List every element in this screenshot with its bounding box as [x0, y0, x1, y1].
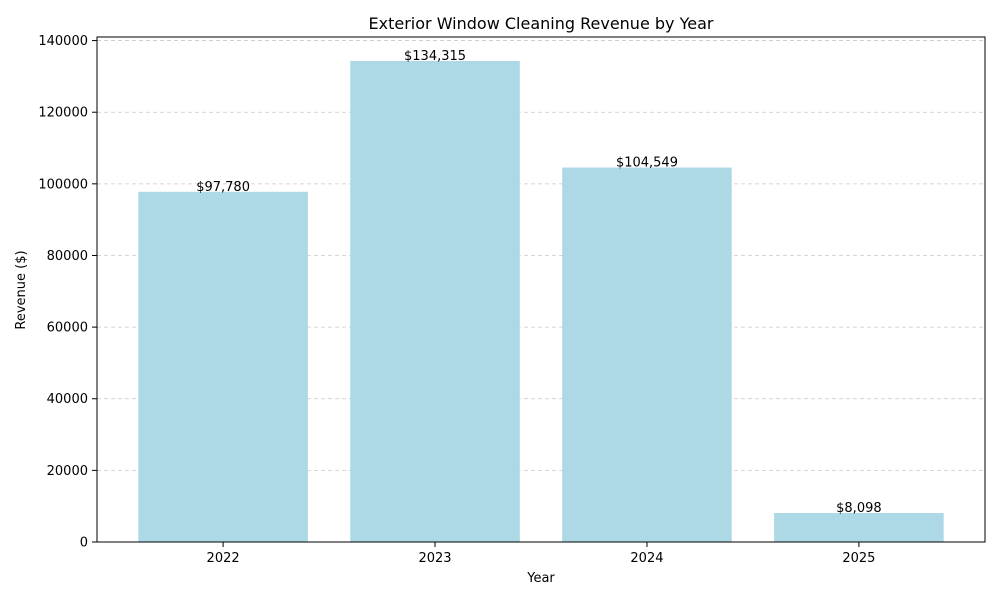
- x-tick-label: 2024: [630, 551, 663, 566]
- bar: [138, 191, 308, 542]
- data-labels: $97,780 $134,315 $104,549 $8,098: [196, 49, 881, 516]
- y-tick-label: 40000: [47, 392, 88, 407]
- bar: [350, 60, 520, 543]
- y-tick-label: 60000: [47, 321, 88, 336]
- y-axis-label: Revenue ($): [14, 250, 29, 329]
- data-label: $134,315: [404, 49, 466, 64]
- y-tick-label: 100000: [38, 177, 88, 192]
- data-label: $97,780: [196, 180, 250, 195]
- y-tick-label: 120000: [38, 106, 88, 121]
- chart-title: Exterior Window Cleaning Revenue by Year: [369, 14, 714, 33]
- x-tick-label: 2023: [418, 551, 451, 566]
- y-tick-label: 20000: [47, 464, 88, 479]
- bar: [774, 512, 944, 542]
- data-label: $8,098: [836, 501, 882, 516]
- bars: [138, 60, 944, 543]
- axes: 2022 2023 2024 2025 0 20000 40000 60000 80000 100…: [38, 34, 986, 566]
- data-label: $104,549: [616, 156, 678, 171]
- y-tick-label: 140000: [38, 34, 88, 49]
- bar: [562, 167, 732, 542]
- x-tick-label: 2022: [207, 551, 240, 566]
- y-tick-label: 80000: [47, 249, 88, 264]
- x-axis-label: Year: [526, 571, 555, 586]
- plot-frame: [96, 36, 986, 543]
- x-tick-label: 2025: [842, 551, 875, 566]
- y-tick-label: 0: [80, 536, 88, 551]
